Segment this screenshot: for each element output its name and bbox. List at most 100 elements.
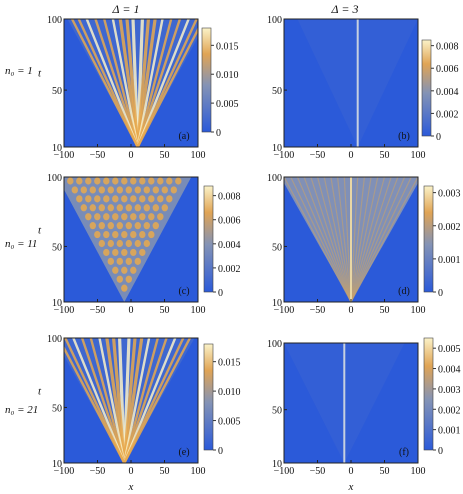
x-tick-label: 0 [349, 466, 354, 477]
ballistic-ray [123, 338, 151, 463]
panel-5: −100 −50 0 50 1001050100(f)x00.0010.0020.003… [267, 337, 461, 493]
t-axis-label: t [38, 68, 42, 80]
y-tick-label: 10 [52, 459, 62, 470]
diffusive-ray [350, 177, 399, 302]
heatmap-panels: −100 −50 0 50 1001050100(a)t00.0050.0100.015… [38, 15, 461, 493]
interference-spot [107, 222, 115, 230]
interference-spot [175, 177, 182, 185]
interference-spot [125, 186, 132, 194]
interference-spot [121, 248, 128, 257]
interference-spot [166, 177, 173, 185]
colorbar-tick-label: 0.003 [438, 385, 461, 396]
interference-spot [112, 213, 119, 221]
interference-spot [80, 186, 88, 194]
x-tick-label: 100 [411, 305, 426, 316]
row-label-n0-21: n₀ = 21 [5, 404, 38, 416]
x-tick-label: −100 [54, 466, 75, 477]
interference-spot [121, 266, 128, 274]
heatmap-background [284, 19, 418, 147]
panel-label: (d) [398, 286, 410, 297]
diffusive-ray [350, 177, 418, 302]
colorbar [201, 27, 212, 133]
x-tick-label: 100 [191, 150, 206, 161]
ballistic-ray [136, 26, 198, 147]
colorbar [423, 185, 434, 293]
diffusive-ray [323, 177, 352, 302]
interference-spot [107, 204, 115, 212]
colorbar-tick-label: 0 [438, 288, 443, 299]
interference-spot [143, 204, 150, 212]
colorbar [203, 343, 214, 451]
y-tick-label: 50 [52, 403, 62, 414]
colorbar-tick-label: 0.005 [438, 344, 461, 355]
interference-spot [125, 239, 132, 248]
y-tick-label: 50 [52, 86, 62, 97]
interference-spot [161, 186, 168, 194]
x-tick-label: 50 [160, 150, 170, 161]
interference-spot [85, 177, 92, 185]
x-tick-label: 50 [160, 466, 170, 477]
interference-spot [89, 222, 97, 230]
x-tick-label: 50 [380, 466, 390, 477]
interference-spot [139, 177, 146, 185]
diffusive-ray [350, 177, 359, 302]
interference-spot [139, 213, 146, 221]
interference-spot [157, 195, 164, 203]
colorbar-tick-label: 0.005 [218, 417, 241, 428]
ballistic-ray [64, 345, 126, 463]
interference-spot [166, 195, 173, 203]
colorbar-tick-label: 0.004 [438, 365, 461, 376]
interference-spot [71, 186, 79, 194]
y-tick-label: 100 [47, 15, 62, 26]
interference-spot [116, 186, 124, 194]
x-tick-label: 100 [411, 150, 426, 161]
interference-spot [94, 177, 101, 185]
interference-spot [67, 177, 74, 185]
interference-spot [148, 177, 155, 185]
colorbar-tick-label: 0.004 [218, 240, 241, 251]
colorbar-tick-label: 0 [438, 446, 443, 457]
x-tick-label: 0 [349, 150, 354, 161]
colorbar-tick-label: 0.002 [218, 264, 241, 275]
interference-spot [134, 257, 141, 265]
x-tick-label: −50 [310, 150, 326, 161]
x-tick-label: 50 [380, 305, 390, 316]
ballistic-ray [123, 338, 159, 463]
x-tick-label: 100 [411, 466, 426, 477]
ballistic-ray [123, 338, 177, 463]
colorbar-tick-label: 0.015 [218, 358, 241, 369]
y-tick-label: 50 [272, 86, 282, 97]
interference-spot [134, 186, 141, 194]
interference-spot [112, 230, 119, 239]
interference-spot [85, 195, 92, 203]
x-tick-label: −100 [274, 466, 295, 477]
interference-spot [94, 195, 101, 203]
interference-spot [134, 222, 141, 230]
interference-spot [148, 213, 155, 221]
interference-spot [139, 230, 146, 239]
interference-spot [107, 257, 115, 265]
interference-spot [130, 195, 137, 203]
interference-spot [116, 222, 124, 230]
ballistic-ray [111, 19, 139, 147]
colorbar [421, 39, 432, 137]
interference-spot [148, 230, 155, 239]
interference-spot [157, 213, 164, 221]
colorbar [423, 337, 434, 451]
ballistic-ray [72, 338, 126, 463]
x-tick-label: 100 [191, 305, 206, 316]
colorbar-tick-label: 0 [436, 132, 441, 143]
y-tick-label: 100 [267, 173, 282, 184]
ballistic-ray [80, 338, 126, 463]
t-axis-label: t [38, 224, 42, 236]
x-tick-label: −50 [310, 305, 326, 316]
interference-spot [125, 257, 132, 265]
interference-spot [152, 222, 159, 230]
y-tick-label: 50 [52, 242, 62, 253]
interference-spot [121, 177, 128, 185]
interference-spot [143, 239, 150, 248]
interference-spot [98, 239, 106, 248]
ballistic-ray [105, 338, 126, 463]
